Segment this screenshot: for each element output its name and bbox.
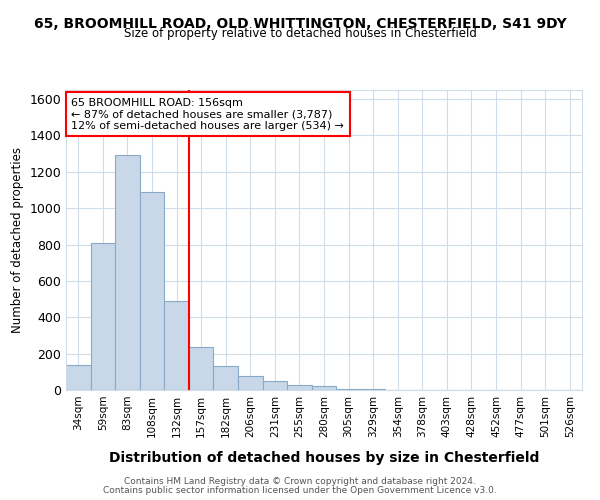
Bar [336, 389, 361, 390]
Bar [312, 386, 336, 390]
Bar [263, 381, 287, 390]
Text: Contains HM Land Registry data © Crown copyright and database right 2024.: Contains HM Land Registry data © Crown c… [124, 477, 476, 486]
Y-axis label: Number of detached properties: Number of detached properties [11, 147, 24, 333]
Bar [164, 301, 189, 390]
Text: 65, BROOMHILL ROAD, OLD WHITTINGTON, CHESTERFIELD, S41 9DY: 65, BROOMHILL ROAD, OLD WHITTINGTON, CHE… [34, 18, 566, 32]
Text: 65 BROOMHILL ROAD: 156sqm
← 87% of detached houses are smaller (3,787)
12% of se: 65 BROOMHILL ROAD: 156sqm ← 87% of detac… [71, 98, 344, 130]
Bar [91, 242, 115, 390]
Text: Contains public sector information licensed under the Open Government Licence v3: Contains public sector information licen… [103, 486, 497, 495]
Bar [115, 154, 140, 390]
Bar [66, 364, 91, 390]
Bar [287, 384, 312, 390]
Bar [140, 192, 164, 390]
Bar [238, 376, 263, 390]
Bar [214, 366, 238, 390]
X-axis label: Distribution of detached houses by size in Chesterfield: Distribution of detached houses by size … [109, 451, 539, 465]
Bar [189, 348, 214, 390]
Bar [361, 389, 385, 390]
Text: Size of property relative to detached houses in Chesterfield: Size of property relative to detached ho… [124, 28, 476, 40]
